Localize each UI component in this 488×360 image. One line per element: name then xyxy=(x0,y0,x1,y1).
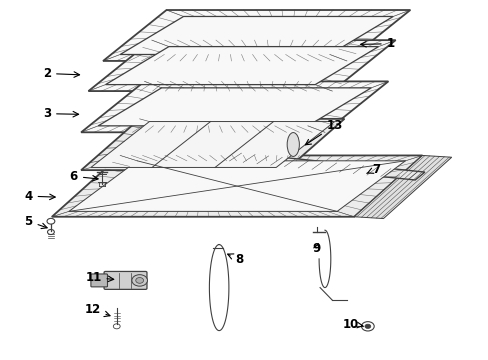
Polygon shape xyxy=(81,119,344,170)
Polygon shape xyxy=(222,152,424,180)
Text: 5: 5 xyxy=(24,215,47,229)
Text: 9: 9 xyxy=(312,242,320,255)
Text: 2: 2 xyxy=(43,67,80,80)
Circle shape xyxy=(132,275,147,286)
Polygon shape xyxy=(69,161,405,211)
Text: 7: 7 xyxy=(366,163,380,176)
Polygon shape xyxy=(52,156,422,217)
Polygon shape xyxy=(81,81,387,132)
Text: 10: 10 xyxy=(342,318,362,331)
Polygon shape xyxy=(91,122,334,167)
Polygon shape xyxy=(103,10,409,61)
Circle shape xyxy=(364,324,370,328)
Text: 12: 12 xyxy=(84,303,110,316)
Text: 11: 11 xyxy=(85,271,114,284)
Polygon shape xyxy=(105,46,378,85)
Text: 13: 13 xyxy=(305,119,342,145)
Text: 8: 8 xyxy=(227,253,243,266)
Polygon shape xyxy=(353,156,451,219)
Text: 3: 3 xyxy=(43,107,79,120)
Text: 1: 1 xyxy=(360,37,394,50)
Polygon shape xyxy=(88,40,395,91)
Ellipse shape xyxy=(286,132,299,157)
FancyBboxPatch shape xyxy=(91,274,107,287)
Circle shape xyxy=(136,278,143,283)
Text: 6: 6 xyxy=(70,170,98,183)
Polygon shape xyxy=(98,88,370,126)
Polygon shape xyxy=(120,17,392,54)
FancyBboxPatch shape xyxy=(104,271,147,289)
Text: 4: 4 xyxy=(24,190,55,203)
